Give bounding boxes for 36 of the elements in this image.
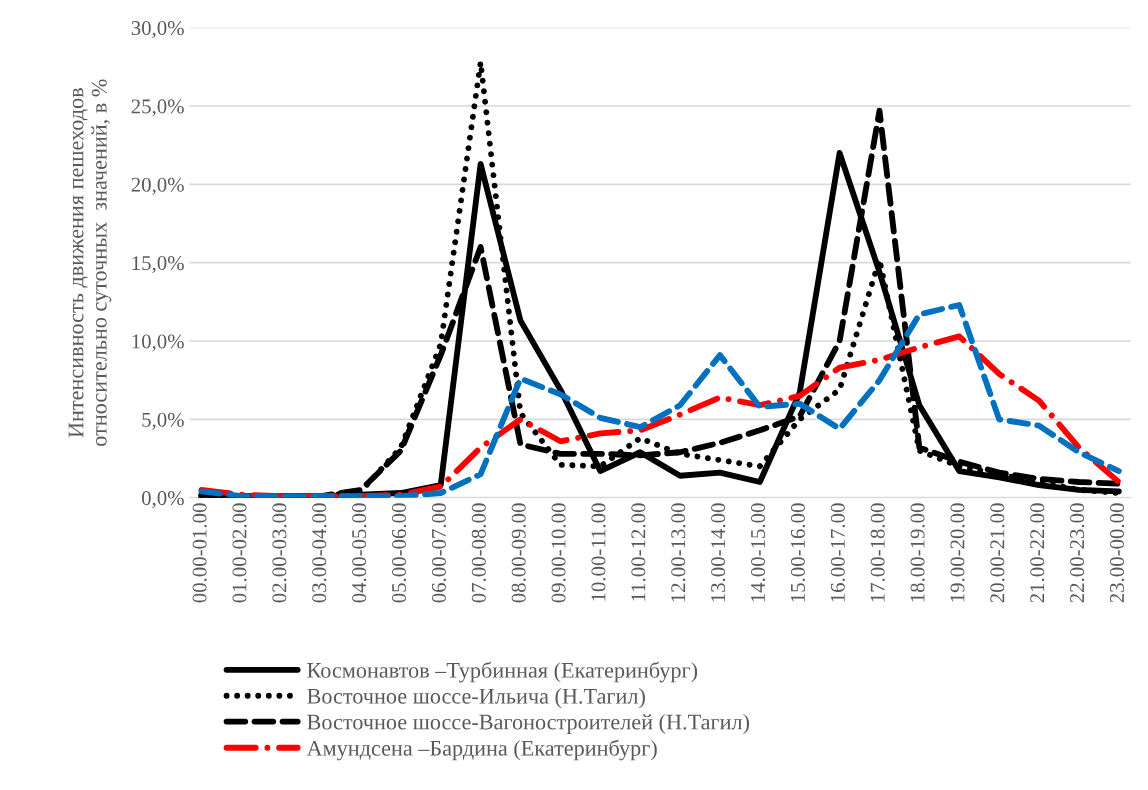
x-tick-label: 22.00-23.00 — [1070, 503, 1085, 603]
x-tick-label: 18.00-19.00 — [910, 503, 925, 602]
x-tick-label: 01.00-02.00 — [232, 503, 247, 603]
x-tick-label: 20.00-21.00 — [990, 503, 1005, 603]
y-tick-label: 30,0% — [131, 21, 184, 39]
x-tick-label: 19.00-20.00 — [950, 503, 965, 602]
x-tick-label: 12.00-13.00 — [671, 503, 686, 602]
x-tick-label: 23.00-00.00 — [1109, 503, 1125, 603]
x-tick-label: 17.00-18.00 — [870, 503, 885, 602]
y-tick-label: 15,0% — [132, 256, 184, 274]
y-tick-label: 5,0% — [142, 412, 184, 430]
x-tick-label: 21.00-22.00 — [1030, 503, 1045, 603]
x-tick-label: 09.00-10.00 — [551, 503, 566, 603]
x-tick-label: 16.00-17.00 — [830, 503, 845, 602]
legend-label: Амундсена –Бардина (Екатеринбург) — [306, 739, 657, 761]
y-tick-label: 10,0% — [132, 334, 184, 352]
x-tick-label: 14.00-15.00 — [750, 503, 766, 602]
x-tick-label: 07.00-08.00 — [471, 503, 486, 603]
x-tick-label: 06.00-07.00 — [431, 503, 447, 603]
x-tick-label: 04.00-05.00 — [352, 503, 367, 603]
legend-label: Восточное шоссе-Ильича (Н.Тагил) — [307, 688, 645, 709]
legend-label: Восточное шоссе-Вагоностроителей (Н.Тагил) — [307, 713, 750, 735]
legend-label: Космонавтов –Турбинная (Екатеринбург) — [307, 661, 698, 683]
x-tick-label: 03.00-04.00 — [312, 503, 327, 603]
y-axis-title: Интенсивность движения пешеходов относительно суточных значений, в % — [68, 79, 112, 446]
x-tick-label: 10.00-11.00 — [591, 503, 606, 601]
x-tick-label: 11.00-12.00 — [631, 503, 646, 601]
y-tick-label: 0,0% — [141, 491, 184, 509]
x-tick-label: 05.00-06.00 — [391, 503, 407, 603]
y-tick-label: 25,0% — [131, 99, 184, 117]
x-tick-label: 15.00-16.00 — [790, 503, 806, 602]
x-tick-label: 00.00-01.00 — [192, 503, 207, 603]
x-tick-label: 02.00-03.00 — [272, 503, 287, 603]
y-tick-label: 20,0% — [131, 177, 184, 195]
x-tick-label: 08.00-09.00 — [511, 503, 526, 603]
x-tick-label: 13.00-14.00 — [711, 503, 726, 602]
